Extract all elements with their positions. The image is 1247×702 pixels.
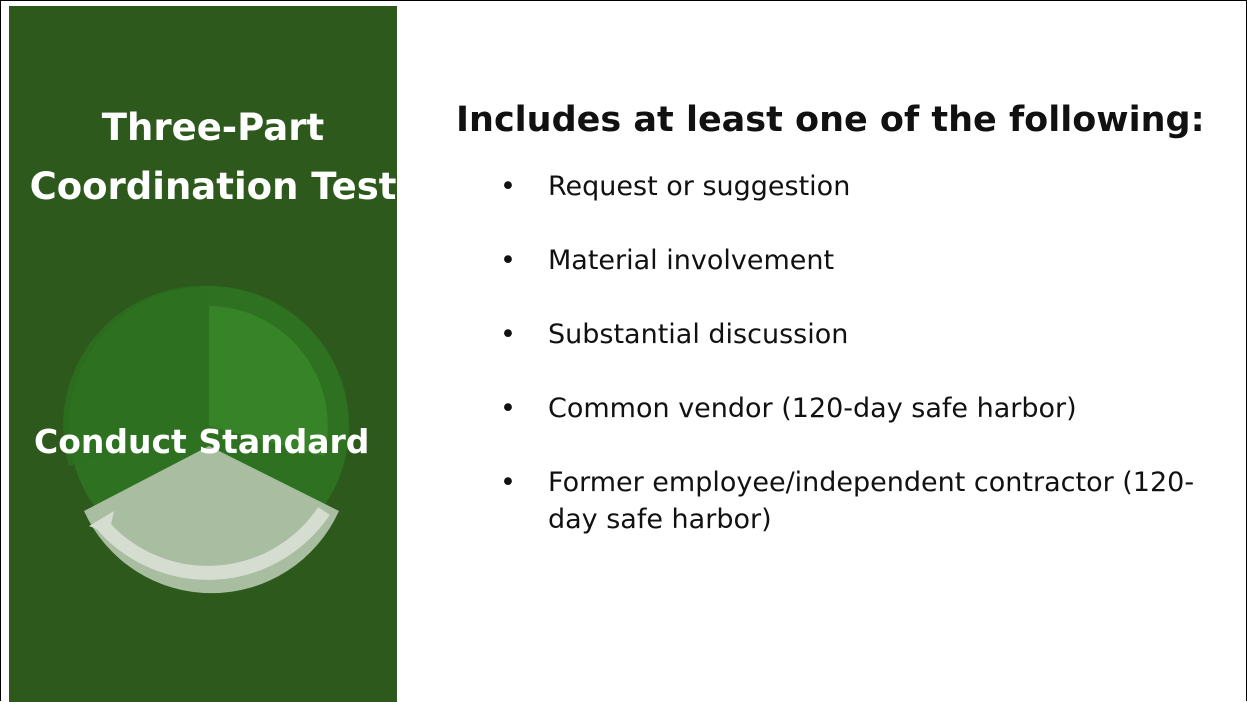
heading: Includes at least one of the following: xyxy=(456,100,1205,140)
bullet-item: Substantial discussion xyxy=(500,316,1200,353)
bullet-item: Material involvement xyxy=(500,242,1200,279)
cycle-diagram xyxy=(63,285,349,594)
diagram-label: Conduct Standard xyxy=(34,422,370,461)
sidebar: Three-Part Coordination Test Conduct Sta… xyxy=(9,6,397,702)
sidebar-title: Three-Part Coordination Test xyxy=(29,106,397,208)
bullet-list: Request or suggestion Material involveme… xyxy=(500,168,1200,575)
bullet-item: Request or suggestion xyxy=(500,168,1200,205)
bullet-item: Common vendor (120-day safe harbor) xyxy=(500,390,1200,427)
bullet-item: Former employee/independent contractor (… xyxy=(500,464,1200,538)
